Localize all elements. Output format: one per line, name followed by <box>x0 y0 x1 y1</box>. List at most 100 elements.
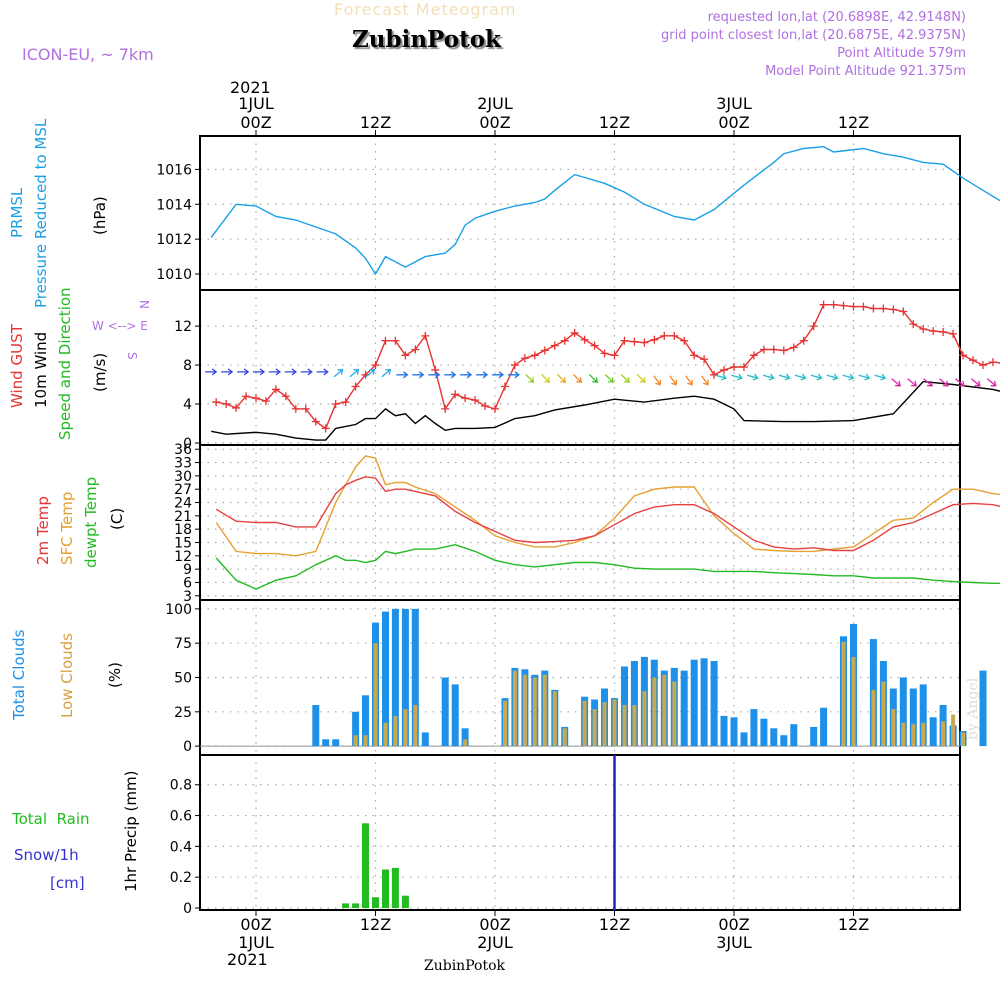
wind-gust-marker <box>222 400 231 409</box>
wind-arrow-shape <box>794 373 807 381</box>
wind-arrow-shape <box>669 375 677 386</box>
wind-arrow-shape <box>525 373 535 384</box>
wind-speed-direction-label: Speed and Direction <box>56 287 74 440</box>
total-cloud-bar <box>401 608 409 747</box>
y-tick-label: 24 <box>174 496 192 512</box>
compass-north-label: N <box>137 300 151 309</box>
x-tick-label-top: 00Z <box>240 113 271 132</box>
wind-gust-marker <box>759 345 768 354</box>
total-cloud-bar <box>332 739 340 747</box>
wind-gust-marker <box>271 385 280 394</box>
wind-direction-arrow <box>365 368 376 378</box>
total-cloud-bar <box>929 717 937 747</box>
x-tick-label-bottom: 12Z <box>838 915 869 934</box>
wind-direction-arrow <box>636 373 646 384</box>
wind-arrow-shape <box>636 373 646 384</box>
day-label-bottom: 3JUL <box>716 933 752 952</box>
x-tick-label-top: 00Z <box>718 113 749 132</box>
wind-gust-marker <box>789 343 798 352</box>
wind-gust-marker <box>829 300 838 309</box>
wind-direction-arrow <box>653 375 661 386</box>
wind-arrow-shape <box>253 368 266 376</box>
low-cloud-bar <box>552 691 557 747</box>
low-cloud-bar <box>602 702 607 747</box>
total-cloud-bar <box>322 739 330 747</box>
low-cloud-bar <box>841 641 846 747</box>
low-cloud-bar <box>562 728 567 747</box>
wind-direction-arrow <box>205 368 218 376</box>
y-tick-label: 0 <box>183 739 192 755</box>
wind-direction-arrow <box>381 368 392 378</box>
wind-gust-marker <box>510 361 519 370</box>
wind-direction-arrow <box>715 373 727 381</box>
wind-gust-marker <box>889 305 898 314</box>
wind-arrow-shape <box>778 373 791 381</box>
x-tick-label-bottom: 12Z <box>599 915 630 934</box>
total-cloud-bar <box>451 684 459 747</box>
panel-frame <box>199 444 961 601</box>
wind-gust-marker <box>471 396 480 405</box>
low-cloud-bar <box>871 689 876 747</box>
temp-2m-label: 2m Temp <box>34 496 52 565</box>
wind-gust-marker <box>749 351 758 360</box>
wind-arrow-shape <box>237 368 250 376</box>
low-cloud-bar <box>911 724 916 747</box>
wind-direction-arrow <box>810 373 823 381</box>
wind-gust-marker <box>451 390 460 399</box>
wind-gust-marker <box>969 356 977 365</box>
wind-arrow-shape <box>923 378 933 387</box>
wind-gust-marker <box>988 358 997 367</box>
rain-bar <box>372 897 379 908</box>
wind-arrow-shape <box>333 368 344 378</box>
panel-frame <box>199 754 961 911</box>
wind-arrow-shape <box>300 368 313 376</box>
precip-axis-label: 1hr Precip (mm) <box>122 771 140 892</box>
wind-direction-arrow <box>476 371 489 379</box>
y-tick-label: 0.2 <box>170 870 192 886</box>
x-tick-label-top: 12Z <box>360 113 391 132</box>
wind-direction-arrow <box>986 378 997 387</box>
x-tick-label-top: 12Z <box>838 113 869 132</box>
wind-arrow-shape <box>365 368 376 378</box>
wind-gust-marker <box>869 304 878 313</box>
wind-direction-arrow <box>300 368 313 376</box>
y-tick-label: 0.8 <box>170 778 192 794</box>
wind-arrow-shape <box>507 371 520 379</box>
requested-coords: requested lon,lat (20.6898E, 42.9148N) <box>707 10 966 25</box>
y-tick-label: 21 <box>174 509 192 525</box>
low-cloud-bar <box>672 681 677 747</box>
wind-gust-marker <box>570 328 579 337</box>
y-tick-label: 12 <box>174 549 192 565</box>
wind-gust-marker <box>500 382 509 391</box>
day-label-bottom: 2JUL <box>477 933 513 952</box>
wind-arrow-shape <box>381 368 392 378</box>
compass-west-east-label: W <--> E <box>92 319 148 333</box>
wind-gust-marker <box>252 394 260 403</box>
temp-sfc-label: SFC Temp <box>58 492 76 565</box>
model-label: ICON-EU, ~ 7km <box>22 45 154 64</box>
y-tick-label: 30 <box>174 469 192 485</box>
footer-location: ZubinPotok <box>424 958 506 974</box>
y-tick-label: 50 <box>174 671 192 687</box>
wind-arrow-shape <box>396 371 409 379</box>
pressure-label-prmsl: PRMSL <box>8 187 26 238</box>
point-altitude: Point Altitude 579m <box>837 46 966 61</box>
wind-gust-marker <box>739 363 748 372</box>
wind-gust-marker <box>590 341 599 350</box>
wind-direction-arrow <box>620 373 630 384</box>
x-tick-label-bottom: 00Z <box>479 915 510 934</box>
sfc-temp-line <box>215 455 1000 557</box>
low-cloud-bar <box>503 700 507 747</box>
low-cloud-bar <box>542 674 547 747</box>
total-cloud-bar <box>382 611 389 747</box>
wind-gust-marker <box>929 326 938 335</box>
wind-gust-marker <box>381 336 390 345</box>
low-clouds-label: Low Clouds <box>58 633 76 718</box>
rain-bar <box>401 895 409 908</box>
total-cloud-bar <box>700 658 708 747</box>
total-cloud-bar <box>899 677 907 747</box>
precip-total-rain-label: Total Rain <box>12 810 90 828</box>
low-cloud-bar <box>941 721 946 747</box>
low-cloud-bar <box>532 677 537 747</box>
wind-gust-marker <box>491 404 499 413</box>
